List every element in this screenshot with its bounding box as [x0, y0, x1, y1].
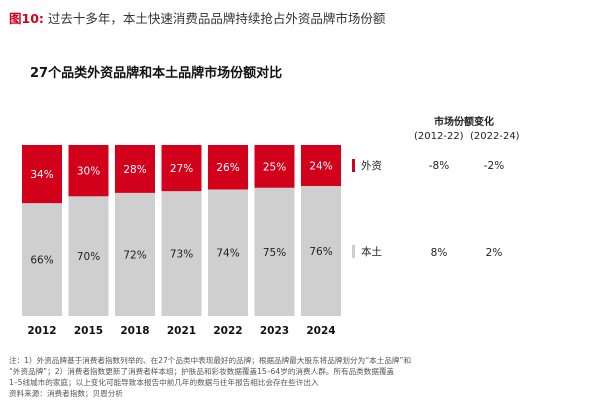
- bar-foreign-2012: [22, 145, 62, 204]
- chart-title: 27个品类外资品牌和本土品牌市场份额对比: [30, 66, 283, 81]
- bar-foreign-2024: [301, 145, 341, 187]
- legend-label-local: 本土: [361, 246, 382, 258]
- legend-label-foreign: 外资: [361, 160, 382, 172]
- legend-swatch-foreign: [352, 159, 355, 172]
- x-tick-label-2015: 2015: [74, 325, 103, 337]
- bar-local-2015: [68, 196, 109, 316]
- x-tick-label-2012: 2012: [27, 325, 56, 337]
- share-change-title: 市场份额变化: [434, 117, 494, 128]
- footnote-line: 1–5线城市的家庭；以上变化可能导致本报告中前几年的数据与往年报告相比会存在些许…: [9, 378, 319, 387]
- x-tick-label-2018: 2018: [120, 325, 149, 337]
- bar-foreign-2018: [115, 145, 155, 193]
- local-change-2012-22: 8%: [430, 247, 448, 259]
- data-label-local-2022: 74%: [216, 248, 239, 260]
- bar-foreign-2021: [161, 145, 202, 192]
- data-label-local-2018: 72%: [123, 249, 146, 261]
- bar-local-2021: [161, 191, 202, 316]
- footnote-line: 注：1）外资品牌基于消费者指数列举的、在27个品类中表现最好的品牌；根据品牌最大…: [9, 356, 412, 365]
- footnotes: 注：1）外资品牌基于消费者指数列举的、在27个品类中表现最好的品牌；根据品牌最大…: [9, 355, 594, 399]
- data-label-local-2021: 73%: [170, 249, 193, 261]
- x-tick-label-2021: 2021: [167, 325, 196, 337]
- data-label-foreign-2023: 25%: [263, 161, 286, 173]
- bar-local-2022: [208, 189, 248, 316]
- data-label-local-2023: 75%: [263, 247, 286, 259]
- bar-local-2024: [301, 186, 341, 316]
- bar-local-2018: [115, 192, 155, 316]
- foreign-change-2012-22: -8%: [428, 160, 450, 172]
- bar-local-2012: [22, 203, 62, 316]
- legend-foreign: 外资: [352, 158, 382, 173]
- x-tick-label-2024: 2024: [306, 325, 335, 337]
- data-label-foreign-2012: 34%: [30, 169, 53, 181]
- foreign-change-2022-24: -2%: [483, 160, 505, 172]
- data-label-local-2012: 66%: [30, 255, 53, 267]
- data-label-local-2024: 76%: [309, 246, 332, 258]
- data-label-foreign-2024: 24%: [309, 161, 332, 173]
- bar-local-2023: [254, 187, 295, 316]
- period-label-2022-24: (2022-24): [470, 131, 520, 142]
- legend-swatch-local: [352, 245, 355, 258]
- data-label-foreign-2021: 27%: [170, 163, 193, 175]
- bar-foreign-2015: [68, 145, 109, 197]
- figure-title-text: 过去十多年，本土快速消费品品牌持续抢占外资品牌市场份额: [47, 11, 386, 26]
- figure-title: 图10: 过去十多年，本土快速消费品品牌持续抢占外资品牌市场份额: [9, 8, 385, 27]
- data-label-foreign-2015: 30%: [77, 166, 100, 178]
- x-tick-label-2022: 2022: [213, 325, 242, 337]
- period-label-2012-22: (2012-22): [414, 131, 464, 142]
- bar-foreign-2022: [208, 145, 248, 190]
- bar-foreign-2023: [254, 145, 295, 188]
- data-label-local-2015: 70%: [77, 251, 100, 263]
- data-label-foreign-2018: 28%: [123, 164, 146, 176]
- source-line: 资料来源：消费者指数；贝恩分析: [9, 389, 123, 398]
- local-change-2022-24: 2%: [485, 247, 503, 259]
- x-tick-label-2023: 2023: [260, 325, 289, 337]
- data-label-foreign-2022: 26%: [216, 162, 239, 174]
- legend-local: 本土: [352, 244, 382, 259]
- footnote-line: “外资品牌”；2）消费者指数更新了消费者样本组；护肤品和彩妆数据覆盖15–64岁…: [9, 367, 395, 376]
- figure-label: 图10:: [9, 11, 44, 26]
